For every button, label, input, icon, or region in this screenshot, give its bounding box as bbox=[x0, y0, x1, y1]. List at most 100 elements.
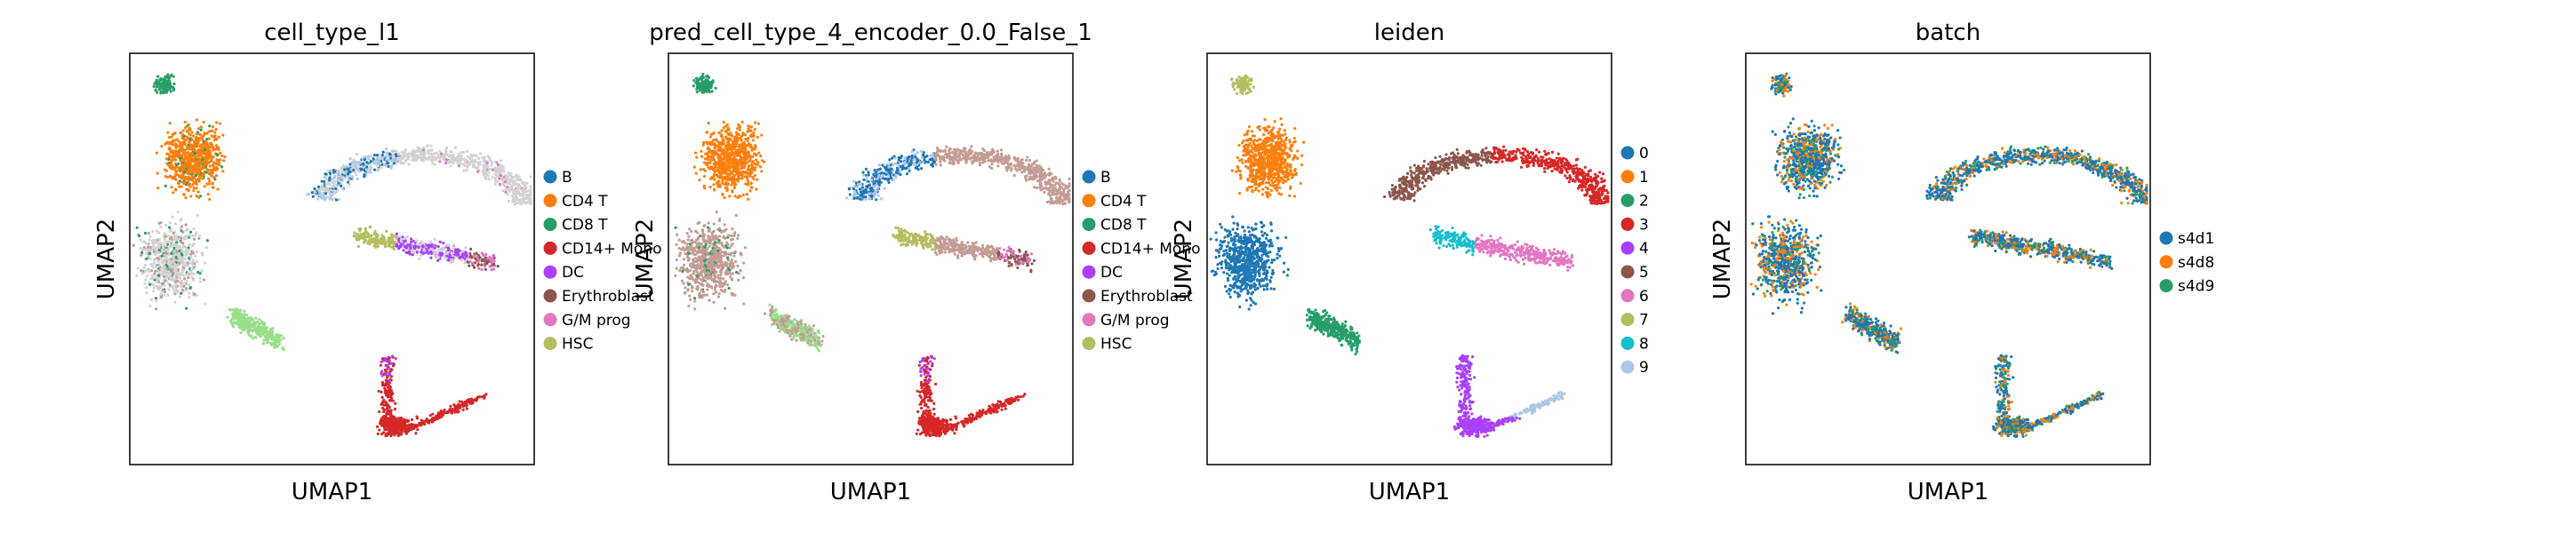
scatter-point bbox=[453, 158, 457, 163]
scatter-point bbox=[1035, 186, 1039, 189]
scatter-point bbox=[171, 177, 174, 180]
scatter-point bbox=[692, 165, 696, 169]
scatter-point bbox=[380, 390, 383, 394]
scatter-point bbox=[916, 151, 919, 155]
scatter-point bbox=[342, 171, 346, 175]
scatter-point bbox=[705, 84, 708, 89]
scatter-point bbox=[721, 181, 724, 186]
scatter-point bbox=[262, 338, 266, 342]
scatter-point bbox=[400, 156, 404, 160]
scatter-point bbox=[367, 156, 371, 161]
scatter-point bbox=[148, 282, 152, 286]
scatter-point bbox=[159, 296, 163, 299]
scatter-point bbox=[388, 385, 391, 388]
scatter-point bbox=[178, 185, 181, 188]
scatter-point bbox=[380, 384, 385, 387]
scatter-point bbox=[508, 171, 512, 175]
scatter-point bbox=[164, 244, 168, 248]
scatter-point bbox=[466, 149, 469, 153]
scatter-point bbox=[749, 125, 754, 129]
scatter-point bbox=[744, 155, 748, 159]
scatter-point bbox=[722, 120, 725, 124]
scatter-point bbox=[414, 239, 419, 243]
scatter-point bbox=[749, 171, 754, 175]
scatter-point bbox=[176, 271, 180, 274]
scatter-point bbox=[708, 166, 713, 171]
scatter-point bbox=[475, 251, 478, 255]
legend-label: G/M prog bbox=[562, 312, 631, 330]
scatter-point bbox=[383, 245, 388, 249]
scatter-point bbox=[369, 171, 372, 174]
scatter-point bbox=[470, 256, 474, 259]
scatter-point bbox=[732, 179, 736, 183]
legend-label: CD8 T bbox=[562, 217, 608, 235]
scatter-point bbox=[411, 158, 414, 162]
scatter-point bbox=[229, 308, 233, 312]
scatter-point bbox=[386, 367, 389, 371]
scatter-point bbox=[383, 422, 388, 426]
scatter-point bbox=[388, 370, 392, 373]
scatter-point bbox=[457, 249, 460, 253]
scatter-point bbox=[167, 226, 172, 229]
scatter-point bbox=[468, 259, 472, 263]
scatter-point bbox=[392, 247, 396, 251]
scatter-point bbox=[326, 169, 330, 172]
scatter-point bbox=[367, 234, 371, 237]
scatter-point bbox=[196, 213, 199, 218]
scatter-point bbox=[194, 232, 197, 235]
scatter-point bbox=[157, 88, 161, 91]
scatter-point bbox=[732, 155, 736, 159]
scatter-point bbox=[260, 332, 263, 336]
scatter-point bbox=[731, 189, 734, 193]
scatter-point bbox=[436, 254, 439, 258]
scatter-point bbox=[249, 325, 252, 329]
scatter-point bbox=[193, 163, 196, 167]
scatter-point bbox=[334, 198, 339, 202]
scatter-point bbox=[362, 241, 366, 244]
scatter-point bbox=[725, 172, 730, 176]
scatter-point bbox=[207, 171, 211, 175]
scatter-point bbox=[701, 83, 705, 86]
scatter-point bbox=[152, 290, 156, 293]
scatter-point bbox=[436, 244, 440, 249]
scatter-point bbox=[404, 159, 408, 163]
scatter-point bbox=[493, 170, 497, 173]
scatter-point bbox=[180, 147, 183, 151]
scatter-point bbox=[173, 168, 177, 171]
scatter-point bbox=[216, 167, 220, 171]
scatter-point bbox=[197, 236, 201, 240]
scatter-point bbox=[162, 278, 165, 282]
scatter-point bbox=[282, 348, 285, 352]
scatter-point bbox=[435, 414, 438, 418]
scatter-point bbox=[445, 153, 449, 156]
scatter-point bbox=[503, 179, 507, 184]
scatter-point bbox=[204, 139, 208, 143]
scatter-point bbox=[243, 309, 246, 313]
scatter-point bbox=[207, 137, 211, 140]
scatter-point bbox=[508, 182, 512, 186]
scatter-point bbox=[356, 168, 361, 172]
scatter-point bbox=[501, 189, 505, 193]
scatter-point bbox=[256, 328, 260, 331]
scatter-point bbox=[189, 275, 194, 279]
scatter-point bbox=[205, 131, 209, 136]
scatter-point bbox=[415, 243, 419, 246]
scatter-point bbox=[173, 152, 177, 155]
scatter-point bbox=[201, 147, 204, 151]
scatter-point bbox=[384, 155, 388, 158]
scatter-point bbox=[210, 157, 213, 161]
scatter-point bbox=[172, 259, 175, 263]
scatter-point bbox=[223, 155, 227, 159]
scatter-point bbox=[488, 265, 492, 268]
scatter-point bbox=[749, 129, 753, 132]
scatter-point bbox=[373, 242, 377, 245]
scatter-point bbox=[145, 257, 148, 260]
scatter-points bbox=[674, 72, 1071, 438]
scatter-point bbox=[198, 280, 203, 283]
scatter-point bbox=[318, 194, 323, 197]
scatter-point bbox=[384, 433, 388, 436]
scatter-point bbox=[173, 270, 178, 274]
scatter-point bbox=[332, 175, 337, 179]
scatter-point bbox=[212, 155, 215, 159]
scatter-point bbox=[156, 274, 161, 277]
